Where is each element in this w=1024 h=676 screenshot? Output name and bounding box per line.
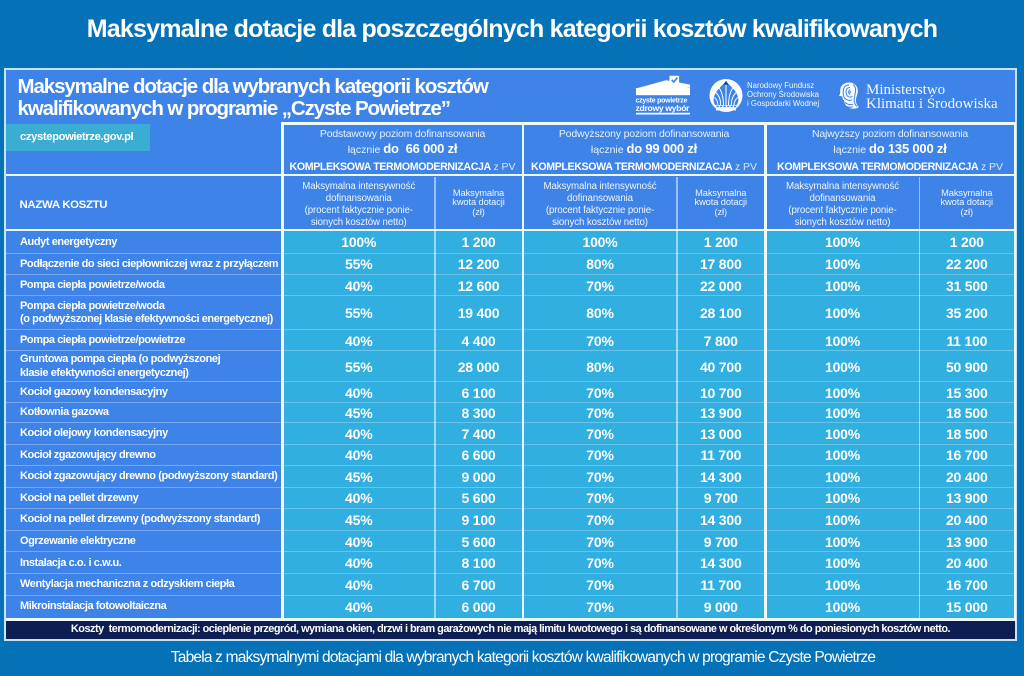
- svg-text:zdrowy wybór: zdrowy wybór: [636, 103, 691, 113]
- svg-text:czyste powietrze: czyste powietrze: [636, 98, 688, 105]
